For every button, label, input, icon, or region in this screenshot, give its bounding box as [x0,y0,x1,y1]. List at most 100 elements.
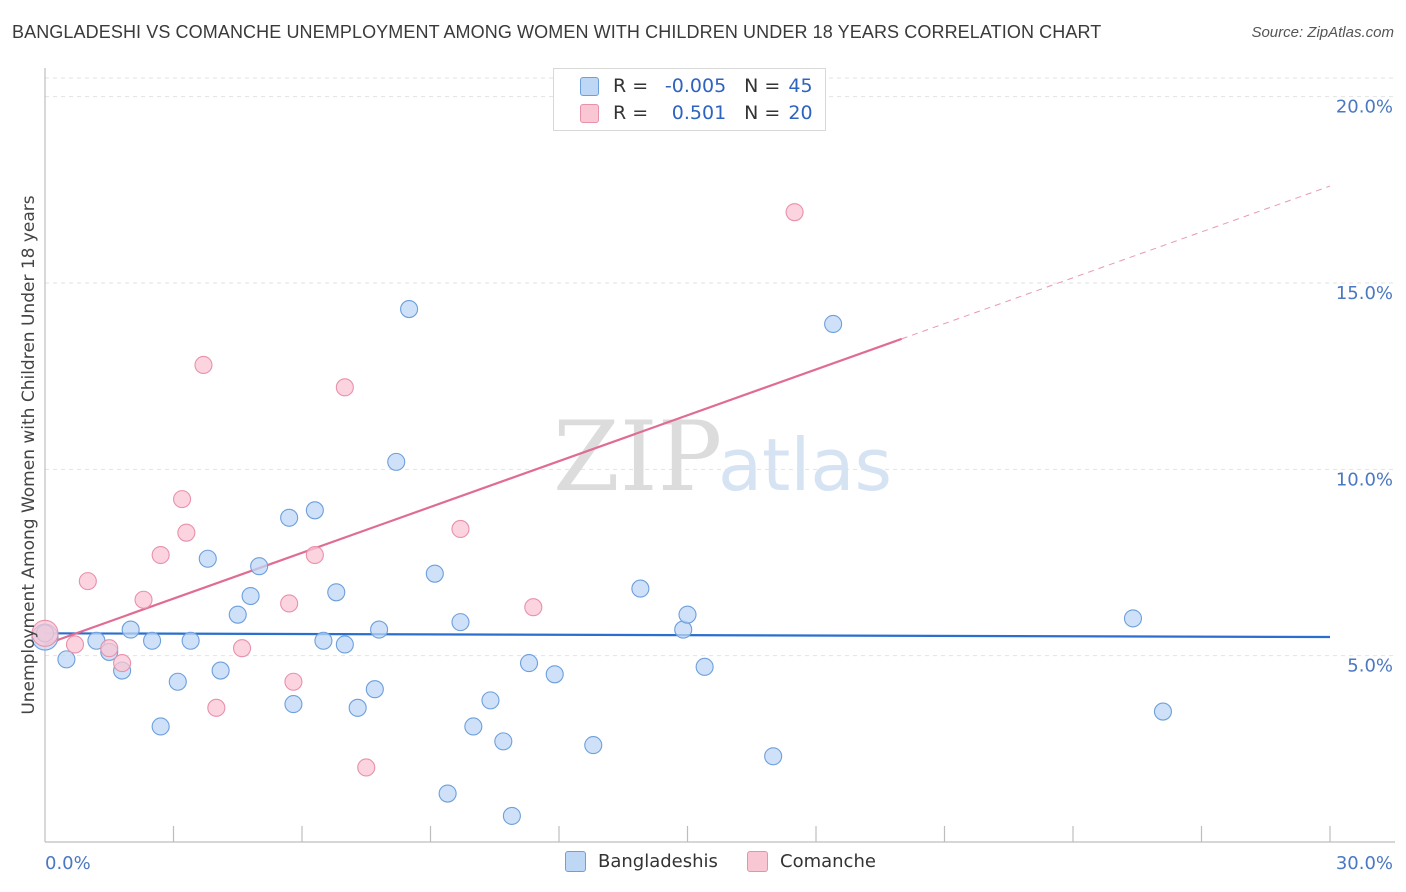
x-tick-label: 30.0% [1336,853,1393,874]
y-axis-label: Unemployment Among Women with Children U… [19,195,39,714]
bangladeshi-point [481,691,500,710]
y-tick-label: 5.0% [1347,656,1393,677]
watermark: ZIP atlas [553,401,892,513]
legend-n-label: N = [744,102,781,124]
bangladeshi-point [348,698,367,717]
comanche-point [335,378,354,397]
x-tick-labels: 0.0% 30.0% [45,853,1393,874]
bangladeshi-point [370,620,389,639]
legend-r-value: -0.005 [664,75,727,97]
legend-row-comanche: R = 0.501 N = 20 [554,100,813,126]
bangladeshi-point [121,620,140,639]
comanche-point [284,672,303,691]
y-tick-label: 15.0% [1336,283,1393,304]
legend-swatch-comanche [580,103,599,123]
legend-label-comanche: Comanche [780,851,876,872]
bangladeshi-point [425,564,444,583]
comanche-point [305,545,324,565]
bangladeshi-point [631,579,650,598]
bangladeshi-point [250,557,269,576]
bangladeshi-point [545,665,564,684]
comanche-point [173,490,192,509]
comanche-point [451,519,470,538]
bangladeshi-point [438,784,457,803]
x-tick-label: 0.0% [45,853,91,874]
axes [44,68,1395,843]
legend-item-bangladeshis[interactable]: Bangladeshis [565,851,718,872]
comanche-trend-extension [901,185,1331,340]
legend-r-value: 0.501 [671,102,727,124]
bangladeshi-point [695,657,714,676]
legend-n-value: 45 [788,75,813,97]
legend-row-bangladeshi: R = -0.005 N = 45 [554,73,813,99]
bangladeshi-point [824,314,843,334]
bangladeshi-point [387,452,406,471]
bangladeshi-point [284,695,303,714]
comanche-point [78,572,97,591]
bangladeshi-point [314,631,333,650]
y-tick-label: 10.0% [1336,469,1393,490]
legend-swatch-bangladeshis [565,851,586,872]
watermark-zip: ZIP [553,401,722,513]
legend-item-comanche[interactable]: Comanche [747,851,876,872]
bangladeshi-point [451,613,470,632]
bangladeshi-point [1123,609,1143,628]
bangladeshi-point [674,620,693,639]
comanche-point [785,203,804,222]
y-tick-labels: 5.0% 10.0% 15.0% 20.0% [1336,97,1393,677]
bangladeshi-point [280,508,299,527]
comanche-point [357,758,376,777]
bangladeshi-point [365,680,384,699]
bangladeshi-point [678,605,697,624]
comanche-point [207,698,226,717]
bangladeshi-point [1153,702,1172,721]
bangladeshi-point [168,672,187,691]
bangladeshi-point [494,732,513,751]
legend-r-label: R = [613,75,649,97]
gridlines [45,77,1395,657]
bangladeshi-point [143,631,162,650]
bangladeshi-point [151,717,170,736]
comanche-trend-line [44,337,903,646]
bangladeshi-point [335,635,354,654]
legend-swatch-bangladeshi [580,76,599,96]
bangladeshi-point [305,501,324,520]
trend-lines [44,185,1331,646]
bangladeshi-point [584,736,603,755]
bangladeshi-point [211,661,230,680]
bangladeshi-point [502,806,521,825]
bangladeshi-point [519,654,539,673]
y-tick-label: 20.0% [1336,97,1393,118]
legend-n-value: 20 [788,102,813,124]
data-points [31,203,1172,825]
legend-label-bangladeshis: Bangladeshis [598,851,718,872]
bangladeshi-point [327,583,346,602]
chart-title: BANGLADESHI VS COMANCHE UNEMPLOYMENT AMO… [12,22,1102,42]
bangladeshi-point [181,631,200,650]
bangladeshi-point [464,717,483,736]
bangladeshi-point [198,549,217,568]
comanche-point [177,523,196,542]
comanche-point [151,545,170,565]
comanche-point [232,639,252,658]
correlation-legend: R = -0.005 N = 45 R = 0.501 N = 20 [553,68,826,131]
comanche-point [113,654,132,673]
comanche-point [194,355,213,375]
comanche-point [134,590,153,609]
legend-swatch-comanche [747,851,768,872]
comanche-point [280,594,299,613]
bangladeshi-point [241,586,260,606]
comanche-point [31,619,59,647]
bangladeshi-point [228,605,247,624]
watermark-atlas: atlas [718,423,892,507]
comanche-point [524,598,543,617]
comanche-point [65,635,85,654]
bangladeshi-point [400,300,419,319]
legend-n-label: N = [744,75,781,97]
bangladeshi-point [57,650,76,669]
comanche-point [100,639,119,658]
legend-r-label: R = [613,102,649,124]
bangladeshi-point [764,747,783,766]
source-label: Source: ZipAtlas.com [1251,24,1394,41]
